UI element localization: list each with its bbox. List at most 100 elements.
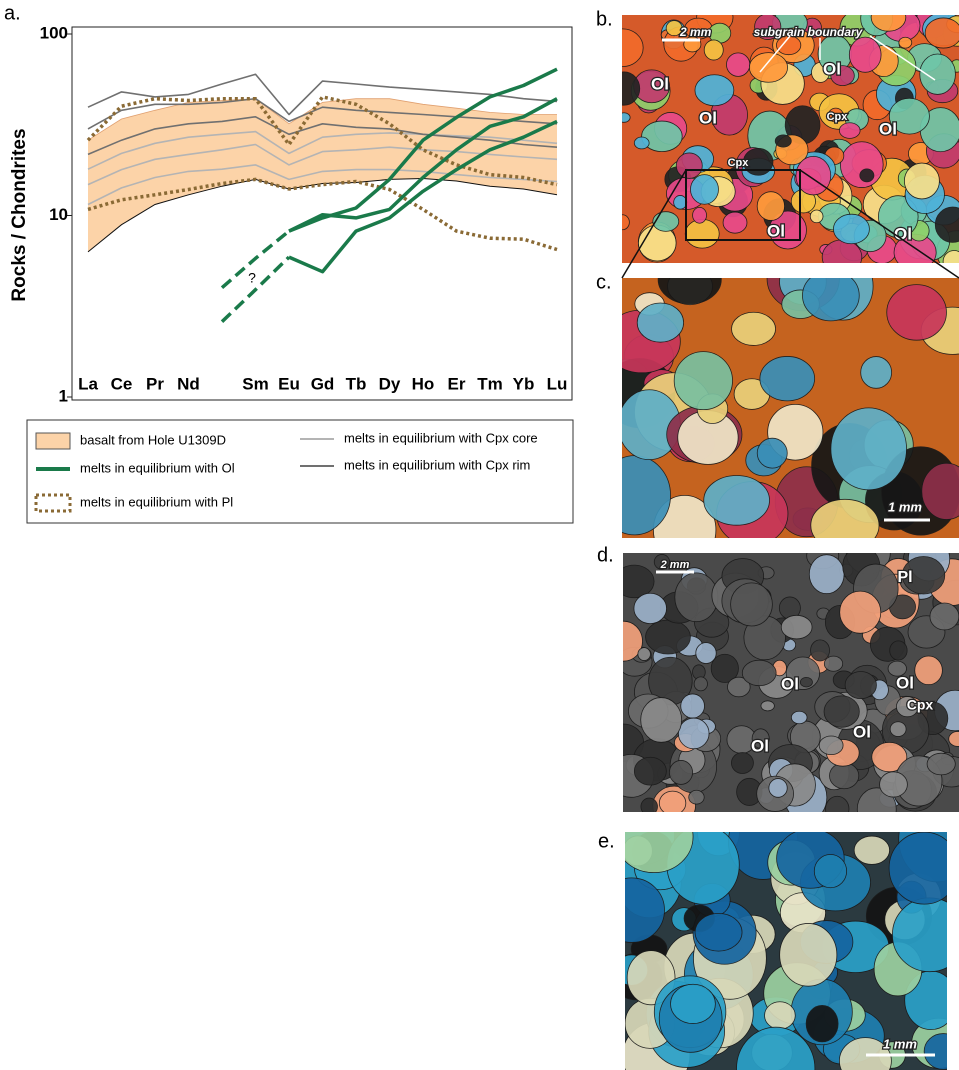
grain <box>622 71 641 106</box>
grain <box>673 351 733 411</box>
grain <box>688 789 705 805</box>
series-line <box>87 97 558 130</box>
grain <box>813 854 848 889</box>
grain <box>736 1026 816 1070</box>
legend-swatch <box>35 432 71 450</box>
legend-label: melts in equilibrium with Ol <box>80 460 235 475</box>
grain <box>853 835 890 865</box>
grain <box>889 640 908 661</box>
y-axis-title: Rocks / Chondrites <box>9 128 30 301</box>
grain <box>839 590 882 634</box>
mineral-label: Cpx <box>728 157 750 169</box>
grain <box>670 983 716 1024</box>
legend-label: melts in equilibrium with Pl <box>80 494 233 509</box>
grain <box>810 639 830 662</box>
band-area <box>88 98 557 252</box>
grain <box>622 28 644 67</box>
grain <box>768 778 788 798</box>
grain <box>870 15 907 32</box>
grain <box>896 696 919 718</box>
grain <box>830 407 907 491</box>
grain <box>622 455 671 536</box>
grain <box>722 211 748 234</box>
mineral-label: Ol <box>823 59 841 78</box>
scale-label: 2 mm <box>679 25 712 39</box>
chart: 1 10 100 La Ce Pr Nd Sm Eu Gd Tb Dy Ho Er Tm Yb Lu <box>40 23 573 405</box>
grain <box>640 697 683 743</box>
photomicrograph <box>622 278 959 538</box>
grain <box>948 731 959 747</box>
grain <box>741 659 777 687</box>
band-upper-edge <box>87 98 557 141</box>
grain <box>924 17 959 49</box>
photomicrograph <box>623 553 959 812</box>
grain <box>838 122 861 139</box>
mineral-label: Cpx <box>907 697 934 713</box>
grain <box>887 660 907 677</box>
grain <box>871 741 908 773</box>
grain <box>730 582 773 627</box>
grain <box>748 52 788 83</box>
mineral-label: Ol <box>767 221 785 240</box>
y-tick-label: 10 <box>49 205 68 224</box>
zoom-line <box>621 169 687 279</box>
plot-series <box>86 67 558 323</box>
grain <box>795 155 832 196</box>
grain <box>623 620 643 662</box>
panel-label: e. <box>598 830 615 852</box>
grain <box>622 112 631 123</box>
grain <box>823 655 844 672</box>
grain <box>641 120 683 152</box>
grain <box>703 475 770 526</box>
x-tick-label: La <box>78 374 98 393</box>
grain <box>821 239 863 263</box>
series-line <box>87 143 558 186</box>
grain <box>625 832 694 874</box>
series-line <box>288 97 558 233</box>
grain <box>779 923 838 987</box>
grain <box>764 1001 796 1030</box>
grain <box>774 134 792 148</box>
grain <box>726 52 751 77</box>
grain <box>903 162 940 200</box>
scale-label: subgrain boundary <box>754 25 864 39</box>
panel-label: a. <box>4 2 21 24</box>
legend-box <box>26 419 574 524</box>
x-tick-label: Tb <box>346 374 367 393</box>
grain <box>808 554 845 595</box>
legend-swatch <box>34 493 72 513</box>
x-tick-label: Sm <box>242 374 268 393</box>
grain <box>844 671 877 700</box>
y-tick-label: 1 <box>59 386 68 405</box>
grain <box>848 36 882 73</box>
grain <box>879 771 908 798</box>
grain <box>760 700 775 712</box>
grain <box>727 676 751 698</box>
grain <box>625 877 665 943</box>
grain <box>623 564 655 599</box>
grain <box>776 35 802 56</box>
grain <box>888 97 930 135</box>
grain <box>633 592 667 624</box>
series-line <box>288 119 558 274</box>
grain <box>677 717 710 750</box>
grain <box>780 614 813 640</box>
grain <box>743 147 774 176</box>
zoom-line <box>799 169 959 279</box>
grain <box>830 65 855 87</box>
grain <box>653 554 670 570</box>
grain <box>818 735 844 756</box>
grain <box>825 795 850 812</box>
series-line <box>87 177 558 252</box>
grain <box>657 278 722 305</box>
grain <box>668 760 693 785</box>
grain <box>898 36 913 49</box>
grain <box>810 498 880 538</box>
panel-label: d. <box>597 544 614 566</box>
grain <box>710 653 739 683</box>
zoom-box <box>685 169 801 241</box>
x-tick-label: Nd <box>177 374 200 393</box>
series-line <box>87 164 558 206</box>
x-tick-label: Pr <box>146 374 164 393</box>
